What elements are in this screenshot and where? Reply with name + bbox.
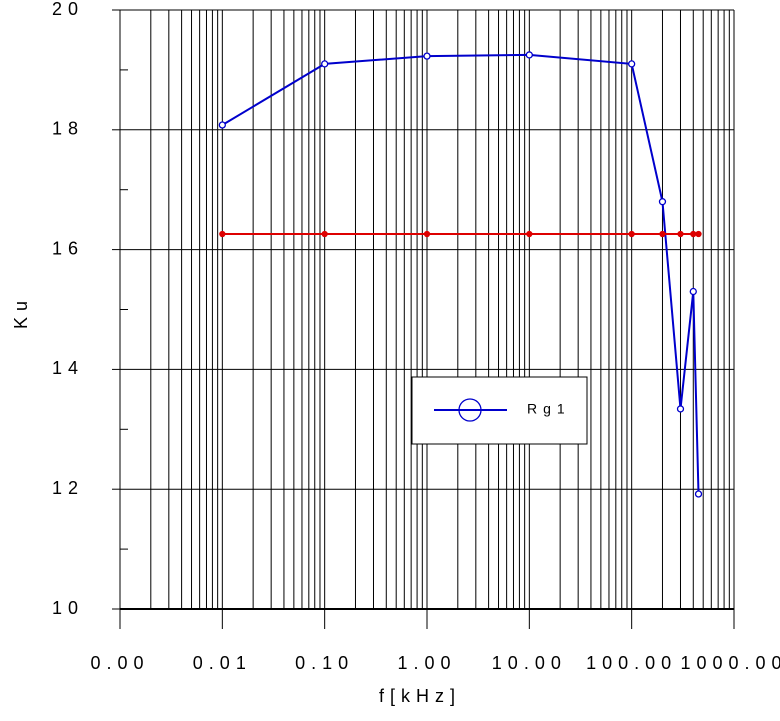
y-tick-label: 10: [52, 598, 84, 618]
y-tick-label: 18: [52, 119, 84, 139]
data-point: [321, 230, 328, 238]
data-point: [628, 230, 635, 238]
legend: Rg1: [411, 376, 588, 445]
data-point: [526, 230, 533, 238]
x-tick-label: 1.00: [397, 653, 456, 673]
x-tick-label: 10.00: [492, 653, 567, 673]
data-point: [658, 198, 667, 206]
y-axis-label: Ku: [11, 295, 31, 329]
y-tick-label: 16: [52, 238, 84, 258]
legend-label: Rg1: [527, 401, 571, 417]
x-tick-label: 0.10: [295, 653, 354, 673]
x-tick-label: 1000.00: [680, 653, 780, 673]
data-point: [525, 51, 533, 59]
data-point: [677, 230, 684, 238]
y-tick-label: 20: [52, 0, 84, 19]
data-point: [695, 230, 702, 238]
x-tick-label: 0.01: [193, 653, 252, 673]
data-point: [218, 121, 226, 129]
data-point: [659, 230, 666, 238]
data-point: [694, 490, 703, 498]
data-point: [689, 287, 697, 296]
x-tick-label: 0.00: [90, 653, 149, 673]
x-tick-label: 100.00: [586, 653, 677, 673]
x-axis-label: f[kHz]: [379, 686, 461, 706]
y-tick-label: 12: [52, 478, 84, 498]
data-point: [219, 230, 226, 238]
data-point: [628, 60, 636, 68]
data-point: [321, 60, 329, 68]
y-tick-label: 14: [52, 358, 84, 378]
data-point: [423, 230, 431, 238]
legend-marker: [458, 398, 482, 422]
data-point: [423, 52, 431, 60]
data-point: [690, 230, 697, 238]
data-point: [676, 405, 685, 413]
